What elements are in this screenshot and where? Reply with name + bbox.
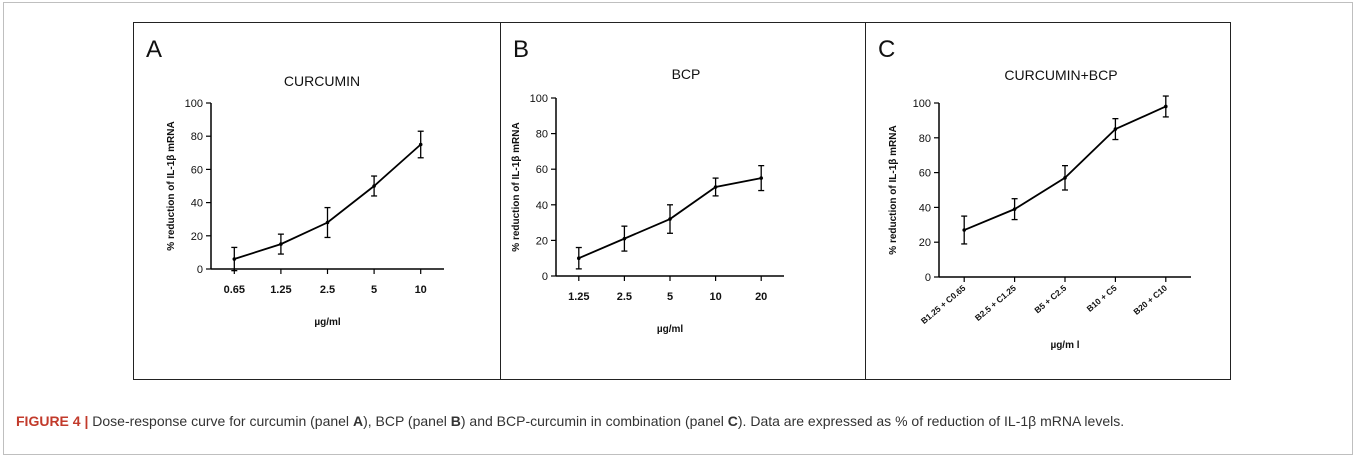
y-tick-label: 60 xyxy=(191,164,203,176)
chart-title: CURCUMIN xyxy=(284,73,360,89)
caption-panel-a-ref: A xyxy=(352,413,364,429)
x-tick-label: 10 xyxy=(415,284,427,296)
data-point xyxy=(622,236,627,241)
y-tick-label: 100 xyxy=(913,98,931,110)
caption-panel-b-ref: B xyxy=(450,413,461,429)
caption-text-3: ) and BCP-curcumin in combination (panel xyxy=(460,413,728,429)
x-axis-label: µg/ml xyxy=(657,324,684,335)
x-tick-label: B2.5 + C1.25 xyxy=(973,283,1018,323)
y-tick-label: 100 xyxy=(530,93,548,105)
x-tick-label: B20 + C10 xyxy=(1131,283,1169,317)
chart-title: CURCUMIN+BCP xyxy=(1004,67,1117,83)
y-tick-label: 60 xyxy=(919,168,931,180)
data-point xyxy=(759,176,763,180)
data-point xyxy=(372,184,376,188)
y-tick-label: 40 xyxy=(919,202,931,214)
x-tick-label: 20 xyxy=(755,291,767,303)
data-point xyxy=(279,242,283,246)
x-tick-label: 0.65 xyxy=(224,284,245,296)
data-point xyxy=(1113,127,1118,131)
panel-b: B BCP 0 20 40 60 80 100 1.25 2.5 5 10 20 µg/ml % reduc… xyxy=(500,23,865,379)
x-tick-label: 10 xyxy=(709,291,721,303)
chart-curcumin: A CURCUMIN 0 20 40 60 80 100 0.65 1.25 2.5 5 10 µg/ml… xyxy=(146,36,444,328)
caption-panel-c-ref: C xyxy=(727,413,738,429)
y-tick-label: 80 xyxy=(191,131,203,143)
caption-figure-label: FIGURE 4 | xyxy=(16,413,89,429)
y-tick-label: 0 xyxy=(542,271,548,283)
data-point xyxy=(1063,176,1067,180)
y-tick-label: 20 xyxy=(919,237,931,249)
figure-caption: FIGURE 4 | Dose-response curve for curcu… xyxy=(16,411,1341,431)
y-tick-label: 40 xyxy=(191,198,203,210)
data-point xyxy=(713,185,718,189)
data-point xyxy=(418,142,423,147)
caption-text-2: ), BCP (panel xyxy=(363,413,451,429)
x-tick-label: B10 + C5 xyxy=(1085,283,1119,314)
data-point xyxy=(962,228,966,232)
data-point xyxy=(1164,104,1168,109)
y-tick-label: 80 xyxy=(536,129,548,141)
panel-a: A CURCUMIN 0 20 40 60 80 100 0.65 1.25 2.5 5 10 µg/ml… xyxy=(134,23,500,379)
y-tick-label: 40 xyxy=(536,200,548,212)
x-axis-label: µg/ml xyxy=(314,317,341,328)
y-tick-label: 100 xyxy=(185,98,203,110)
x-tick-label: 2.5 xyxy=(617,291,632,303)
data-point xyxy=(325,220,330,225)
figure-panels: A CURCUMIN 0 20 40 60 80 100 0.65 1.25 2.5 5 10 µg/ml… xyxy=(133,22,1231,380)
y-tick-label: 60 xyxy=(536,164,548,176)
data-point xyxy=(232,257,237,261)
chart-bcp: B BCP 0 20 40 60 80 100 1.25 2.5 5 10 20 µg/ml % reduc… xyxy=(511,36,784,335)
x-tick-label: B1.25 + C0.65 xyxy=(919,283,968,326)
data-point xyxy=(577,256,581,260)
figure-frame xyxy=(3,2,1353,455)
caption-text-1: Dose-response curve for curcumin (panel xyxy=(88,413,353,429)
x-axis-label: µg/m l xyxy=(1050,340,1079,351)
x-tick-label: 5 xyxy=(667,291,673,303)
data-point xyxy=(668,217,672,221)
y-tick-label: 20 xyxy=(536,235,548,247)
panel-letter: A xyxy=(146,36,162,63)
y-tick-label: 80 xyxy=(919,133,931,145)
y-tick-label: 20 xyxy=(191,231,203,243)
panel-letter: B xyxy=(513,36,529,63)
x-tick-label: B5 + C2.5 xyxy=(1032,283,1068,316)
y-axis-label: % reduction of IL-1β mRNA xyxy=(511,122,522,251)
y-tick-label: 0 xyxy=(925,272,931,284)
panel-letter: C xyxy=(878,36,895,63)
x-tick-label: 2.5 xyxy=(320,284,335,296)
series-line xyxy=(234,143,422,260)
x-tick-label: 1.25 xyxy=(270,284,291,296)
panel-c: C CURCUMIN+BCP 0 20 40 60 80 100 B1.25 + C0.65 B2… xyxy=(865,23,1229,379)
y-axis-label: % reduction of IL-1β mRNA xyxy=(888,125,899,254)
caption-text-4: ). Data are expressed as % of reduction … xyxy=(737,413,1125,429)
chart-title: BCP xyxy=(672,66,701,82)
x-tick-label: 1.25 xyxy=(568,291,589,303)
data-point xyxy=(1012,207,1017,211)
x-tick-label: 5 xyxy=(371,284,377,296)
y-axis-label: % reduction of IL-1β mRNA xyxy=(166,121,177,250)
y-tick-label: 0 xyxy=(197,264,203,276)
